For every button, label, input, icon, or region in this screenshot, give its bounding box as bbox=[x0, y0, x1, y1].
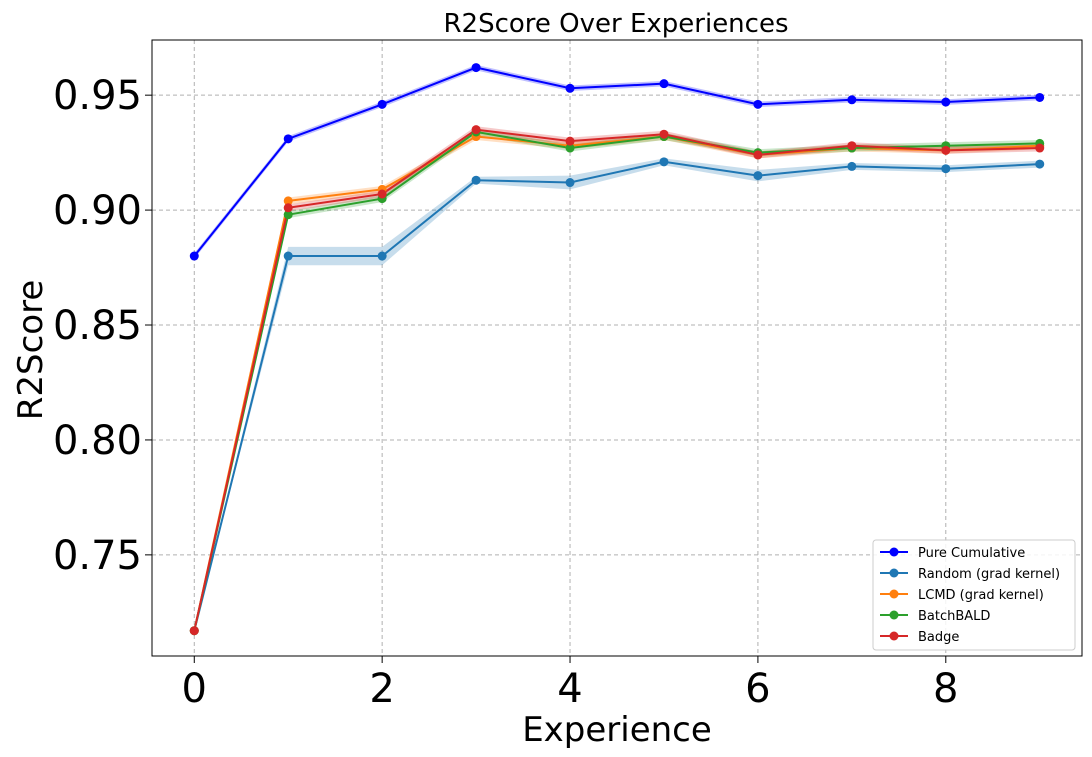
line-random-grad-kernel bbox=[193, 160, 1040, 631]
point-pure-cumulative bbox=[941, 97, 951, 107]
point-batchbald bbox=[565, 143, 575, 153]
point-pure-cumulative bbox=[847, 95, 857, 105]
point-badge bbox=[283, 203, 293, 213]
point-badge bbox=[941, 145, 951, 155]
y-tick-label: 0.80 bbox=[53, 418, 142, 464]
x-tick-label: 4 bbox=[557, 666, 582, 712]
point-random-grad-kernel bbox=[753, 171, 763, 181]
point-pure-cumulative bbox=[283, 134, 293, 144]
point-pure-cumulative bbox=[565, 83, 575, 93]
point-badge bbox=[847, 141, 857, 151]
legend-marker-random-grad-kernel bbox=[889, 568, 899, 578]
point-pure-cumulative bbox=[189, 251, 199, 261]
point-random-grad-kernel bbox=[377, 251, 387, 261]
point-badge bbox=[1035, 143, 1045, 153]
plot-area-frame bbox=[151, 39, 1083, 657]
point-random-grad-kernel bbox=[283, 251, 293, 261]
legend-marker-lcmd-grad-kernel bbox=[889, 589, 899, 599]
point-pure-cumulative bbox=[753, 99, 763, 109]
y-tick-label: 0.75 bbox=[53, 533, 142, 579]
line-batchbald bbox=[193, 130, 1040, 631]
legend-label-lcmd-grad-kernel: LCMD (grad kernel) bbox=[918, 588, 1044, 603]
series-points bbox=[189, 63, 1045, 636]
point-random-grad-kernel bbox=[1035, 159, 1045, 169]
point-random-grad-kernel bbox=[941, 164, 951, 174]
series-lines bbox=[193, 66, 1040, 631]
line-pure-cumulative bbox=[193, 66, 1040, 257]
point-pure-cumulative bbox=[377, 99, 387, 109]
line-lcmd-grad-kernel bbox=[193, 135, 1040, 631]
point-random-grad-kernel bbox=[847, 161, 857, 171]
legend: Pure Cumulative Random (grad kernel) LCMD … bbox=[872, 539, 1076, 651]
x-tick-label: 6 bbox=[745, 666, 770, 712]
y-axis-title: R2Score bbox=[11, 280, 51, 420]
point-badge bbox=[189, 626, 199, 636]
x-tick-label: 8 bbox=[933, 666, 958, 712]
x-axis-ticks: 0 2 4 6 8 bbox=[182, 656, 959, 712]
point-batchbald bbox=[283, 210, 293, 220]
legend-frame bbox=[872, 539, 1076, 651]
point-pure-cumulative bbox=[471, 63, 481, 73]
chart-title: R2Score Over Experiences bbox=[443, 9, 788, 39]
point-badge bbox=[753, 150, 763, 160]
legend-label-random-grad-kernel: Random (grad kernel) bbox=[918, 567, 1060, 582]
x-axis-title: Experience bbox=[522, 710, 712, 750]
legend-label-batchbald: BatchBALD bbox=[918, 609, 990, 624]
band-pure-cumulative bbox=[194, 64, 1040, 259]
x-tick-label: 0 bbox=[182, 666, 207, 712]
point-badge bbox=[565, 136, 575, 146]
y-tick-label: 0.95 bbox=[53, 73, 142, 119]
legend-marker-pure-cumulative bbox=[889, 547, 899, 557]
point-badge bbox=[659, 129, 669, 139]
y-tick-label: 0.90 bbox=[53, 188, 142, 234]
point-badge bbox=[377, 189, 387, 199]
point-pure-cumulative bbox=[659, 79, 669, 89]
legend-label-pure-cumulative: Pure Cumulative bbox=[918, 546, 1025, 561]
point-badge bbox=[471, 125, 481, 135]
point-random-grad-kernel bbox=[471, 175, 481, 185]
legend-marker-batchbald bbox=[889, 610, 899, 620]
legend-label-badge: Badge bbox=[918, 630, 959, 645]
line-badge bbox=[193, 128, 1040, 631]
point-lcmd-grad-kernel bbox=[283, 196, 293, 206]
point-pure-cumulative bbox=[1035, 92, 1045, 102]
y-tick-label: 0.85 bbox=[53, 303, 142, 349]
point-random-grad-kernel bbox=[659, 157, 669, 167]
y-axis-ticks: 0.75 0.80 0.85 0.90 0.95 bbox=[53, 73, 152, 579]
point-random-grad-kernel bbox=[565, 178, 575, 188]
x-tick-label: 2 bbox=[369, 666, 394, 712]
legend-marker-badge bbox=[889, 631, 899, 641]
